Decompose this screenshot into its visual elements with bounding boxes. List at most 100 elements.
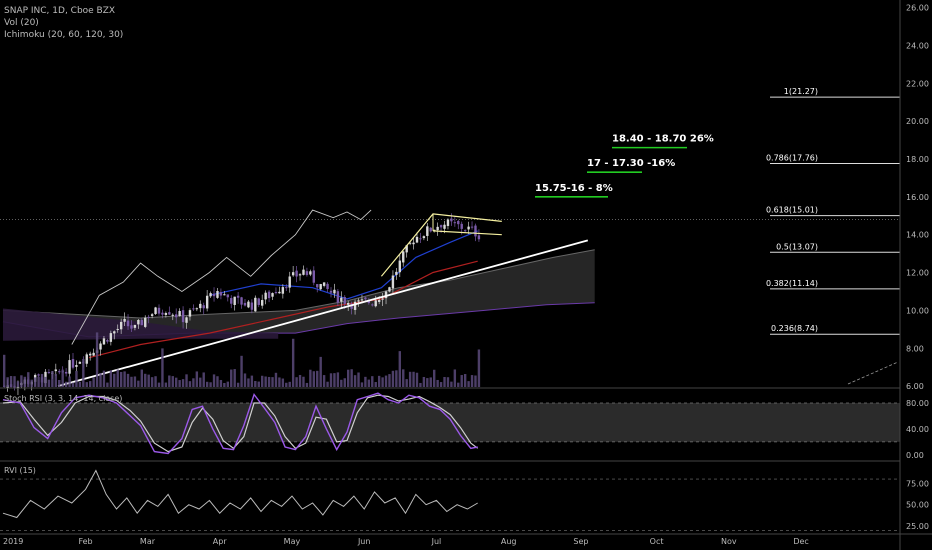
- candle-body[interactable]: [388, 287, 391, 292]
- candle-body[interactable]: [195, 308, 199, 310]
- candle-body[interactable]: [216, 291, 219, 298]
- candle-body[interactable]: [223, 294, 226, 296]
- legend-volume[interactable]: Vol (20): [4, 18, 39, 28]
- candle-body[interactable]: [391, 275, 395, 289]
- candle-body[interactable]: [99, 343, 102, 350]
- candle-body[interactable]: [274, 291, 278, 294]
- rvi-pane[interactable]: RVI (15): [0, 466, 900, 531]
- candle-body[interactable]: [326, 283, 329, 290]
- candle-body[interactable]: [288, 276, 291, 288]
- candle-body[interactable]: [192, 308, 195, 310]
- candle-body[interactable]: [467, 226, 470, 230]
- candle-body[interactable]: [102, 338, 106, 345]
- candle-body[interactable]: [140, 319, 143, 326]
- candle-body[interactable]: [126, 320, 130, 327]
- candle-body[interactable]: [181, 310, 185, 323]
- candle-body[interactable]: [422, 236, 426, 239]
- candle-body[interactable]: [457, 220, 460, 225]
- candle-body[interactable]: [322, 282, 326, 286]
- candle-body[interactable]: [226, 294, 229, 298]
- candle-body[interactable]: [395, 271, 398, 275]
- candle-body[interactable]: [171, 314, 174, 316]
- candle-body[interactable]: [295, 270, 298, 277]
- candle-body[interactable]: [402, 251, 405, 263]
- candle-body[interactable]: [343, 297, 346, 304]
- candle-body[interactable]: [89, 353, 92, 356]
- candle-body[interactable]: [54, 369, 57, 372]
- candle-body[interactable]: [415, 236, 419, 243]
- candle-body[interactable]: [64, 371, 68, 374]
- candle-body[interactable]: [164, 312, 168, 315]
- candle-body[interactable]: [405, 245, 408, 253]
- candle-body[interactable]: [144, 317, 147, 327]
- legend-symbol[interactable]: SNAP INC, 1D, Cboe BZX: [4, 6, 116, 16]
- candle-body[interactable]: [278, 291, 281, 294]
- candle-body[interactable]: [202, 305, 205, 309]
- candle-body[interactable]: [305, 271, 309, 276]
- candle-body[interactable]: [185, 317, 188, 323]
- candle-body[interactable]: [463, 230, 467, 232]
- candle-body[interactable]: [116, 328, 119, 330]
- candle-body[interactable]: [168, 312, 171, 315]
- candle-body[interactable]: [302, 269, 305, 275]
- candle-body[interactable]: [271, 293, 274, 297]
- candle-body[interactable]: [78, 361, 82, 364]
- candle-body[interactable]: [360, 299, 364, 301]
- candle-body[interactable]: [257, 298, 260, 305]
- stoch-rsi-pane[interactable]: Stoch RSI (3, 3, 14, 14, close): [0, 392, 900, 455]
- candle-body[interactable]: [106, 339, 109, 342]
- candle-body[interactable]: [113, 331, 116, 334]
- candle-body[interactable]: [157, 307, 161, 314]
- candle-body[interactable]: [374, 300, 377, 307]
- candle-body[interactable]: [357, 300, 360, 302]
- candle-body[interactable]: [68, 360, 71, 374]
- wedge-lower-line[interactable]: [432, 230, 502, 236]
- candle-body[interactable]: [309, 271, 312, 275]
- candle-body[interactable]: [381, 298, 384, 300]
- candle-body[interactable]: [312, 270, 315, 283]
- candle-body[interactable]: [436, 226, 439, 231]
- candle-body[interactable]: [133, 324, 137, 328]
- candle-body[interactable]: [429, 227, 432, 232]
- candle-body[interactable]: [58, 371, 61, 373]
- candle-body[interactable]: [109, 333, 113, 342]
- candle-body[interactable]: [477, 235, 481, 240]
- price-pane[interactable]: 1(21.27) 0.786(17.76) 0.618(15.01) 0.5(13.0…: [0, 87, 900, 395]
- candle-body[interactable]: [353, 301, 357, 310]
- candle-body[interactable]: [298, 274, 302, 276]
- candle-body[interactable]: [333, 289, 336, 294]
- candle-body[interactable]: [408, 242, 412, 244]
- candle-body[interactable]: [209, 293, 212, 297]
- candle-body[interactable]: [470, 226, 474, 228]
- candle-body[interactable]: [236, 295, 240, 298]
- candle-body[interactable]: [154, 307, 157, 314]
- candle-body[interactable]: [123, 318, 126, 322]
- candle-body[interactable]: [212, 293, 216, 297]
- candle-body[interactable]: [364, 297, 367, 300]
- candle-body[interactable]: [219, 291, 223, 296]
- candle-body[interactable]: [316, 284, 319, 288]
- candle-body[interactable]: [137, 319, 140, 325]
- candle-body[interactable]: [291, 272, 295, 276]
- legend-ichimoku[interactable]: Ichimoku (20, 60, 120, 30): [4, 30, 124, 40]
- candle-body[interactable]: [285, 287, 288, 289]
- candle-body[interactable]: [340, 297, 343, 302]
- candle-body[interactable]: [247, 301, 250, 308]
- candle-body[interactable]: [384, 291, 388, 299]
- candle-body[interactable]: [439, 225, 443, 228]
- candle-body[interactable]: [175, 314, 178, 318]
- candle-body[interactable]: [474, 225, 477, 237]
- candle-body[interactable]: [329, 290, 333, 293]
- support-trendline[interactable]: [57, 239, 589, 387]
- candle-body[interactable]: [240, 297, 243, 305]
- candle-body[interactable]: [130, 325, 133, 329]
- candle-body[interactable]: [233, 296, 236, 305]
- candle-body[interactable]: [453, 222, 457, 224]
- candle-body[interactable]: [37, 374, 40, 376]
- candle-body[interactable]: [446, 219, 450, 226]
- candle-body[interactable]: [150, 314, 154, 316]
- candle-body[interactable]: [450, 218, 453, 222]
- candle-body[interactable]: [377, 300, 381, 302]
- candle-body[interactable]: [161, 312, 164, 315]
